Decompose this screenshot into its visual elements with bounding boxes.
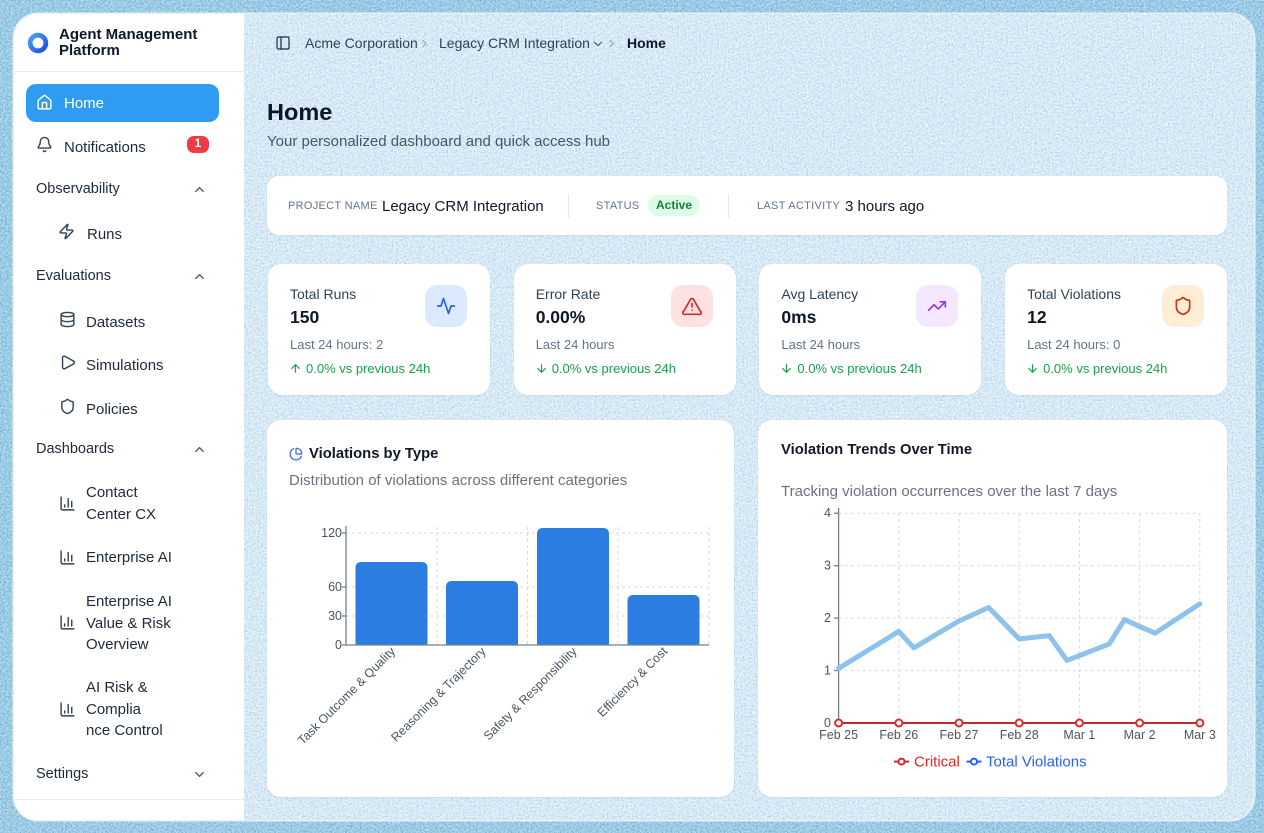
svg-text:Mar 3: Mar 3 bbox=[1184, 728, 1216, 742]
svg-text:4: 4 bbox=[824, 506, 831, 520]
svg-text:Feb 27: Feb 27 bbox=[940, 728, 979, 742]
svg-text:30: 30 bbox=[328, 609, 342, 623]
svg-text:Task Outcome & Quality: Task Outcome & Quality bbox=[295, 644, 399, 748]
svg-text:Safety & Responsibility: Safety & Responsibility bbox=[481, 644, 580, 743]
svg-text:Feb 28: Feb 28 bbox=[1000, 728, 1039, 742]
svg-text:Reasoning & Trajectory: Reasoning & Trajectory bbox=[388, 644, 489, 745]
svg-text:0: 0 bbox=[335, 638, 342, 652]
svg-text:Feb 26: Feb 26 bbox=[879, 728, 918, 742]
svg-text:1: 1 bbox=[824, 664, 831, 678]
svg-text:Efficiency & Cost: Efficiency & Cost bbox=[595, 644, 671, 720]
svg-text:Critical: Critical bbox=[914, 754, 960, 771]
svg-text:3: 3 bbox=[824, 559, 831, 573]
svg-text:120: 120 bbox=[321, 526, 342, 540]
svg-text:Mar 1: Mar 1 bbox=[1063, 728, 1095, 742]
svg-text:Mar 2: Mar 2 bbox=[1124, 728, 1156, 742]
svg-text:0: 0 bbox=[824, 716, 831, 730]
svg-text:60: 60 bbox=[328, 580, 342, 594]
svg-text:Total Violations: Total Violations bbox=[986, 754, 1087, 771]
svg-text:Feb 25: Feb 25 bbox=[819, 728, 858, 742]
svg-text:2: 2 bbox=[824, 611, 831, 625]
